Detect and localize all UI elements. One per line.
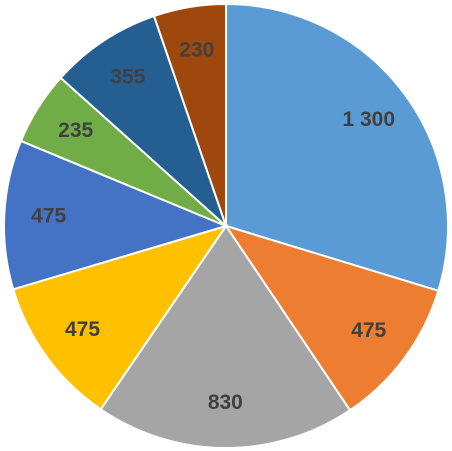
data-label: 235 (58, 119, 93, 142)
data-label: 830 (208, 391, 243, 414)
pie-slice (223, 224, 440, 412)
pie-slice (225, 2, 449, 293)
pie-slice (11, 224, 229, 411)
pie-slice (99, 224, 352, 449)
pie-slice (59, 14, 229, 230)
data-label: 230 (179, 38, 214, 61)
pie-slice (152, 2, 227, 227)
data-label: 475 (65, 318, 100, 341)
pie-slice (3, 139, 229, 291)
data-label: 475 (31, 204, 66, 227)
data-label: 1 300 (342, 108, 395, 131)
data-label: 475 (351, 319, 386, 342)
data-label: 355 (110, 66, 145, 89)
